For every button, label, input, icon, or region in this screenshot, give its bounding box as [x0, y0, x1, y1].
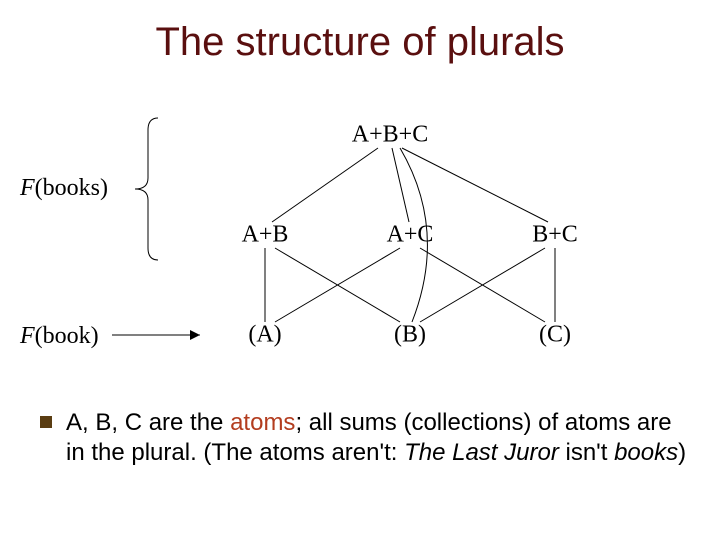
bullet-mid2: isn't: [559, 439, 614, 466]
label-f-books-suffix: (books): [35, 175, 108, 201]
node-c: (C): [539, 322, 571, 349]
bullet-books: books: [614, 439, 678, 466]
bullet-text: A, B, C are the atoms; all sums (collect…: [66, 408, 690, 468]
label-f-book-suffix: (book): [35, 323, 99, 349]
node-ab: A+B: [242, 222, 289, 249]
bullet-booktitle: The Last Juror: [404, 439, 559, 466]
edge-abc-ac: [392, 148, 409, 222]
arrow-head-icon: [190, 330, 200, 340]
bullet-item: A, B, C are the atoms; all sums (collect…: [38, 408, 690, 468]
node-b: (B): [394, 322, 426, 349]
edge-abc-ab: [272, 148, 378, 222]
label-f-book: F(book): [20, 323, 99, 350]
node-ac: A+C: [387, 222, 434, 249]
edge-ac-c: [420, 248, 545, 322]
bracket-path: [135, 118, 158, 260]
bullet-atoms: atoms: [230, 409, 295, 436]
bullet-pre: A, B, C are the: [66, 409, 230, 436]
bullet-post: ): [678, 439, 686, 466]
edge-abc-bc: [402, 148, 548, 222]
label-f-book-prefix: F: [20, 323, 35, 349]
label-f-books: F(books): [20, 175, 108, 202]
node-abc: A+B+C: [352, 122, 428, 149]
label-f-books-prefix: F: [20, 175, 35, 201]
edge-ab-b: [275, 248, 400, 322]
slide-title: The structure of plurals: [0, 20, 720, 65]
node-a: (A): [248, 322, 281, 349]
edge-bc-b: [420, 248, 545, 322]
edge-ac-a: [275, 248, 400, 322]
node-bc: B+C: [532, 222, 578, 249]
slide-root: The structure of plurals F(books) F(book…: [0, 0, 720, 540]
